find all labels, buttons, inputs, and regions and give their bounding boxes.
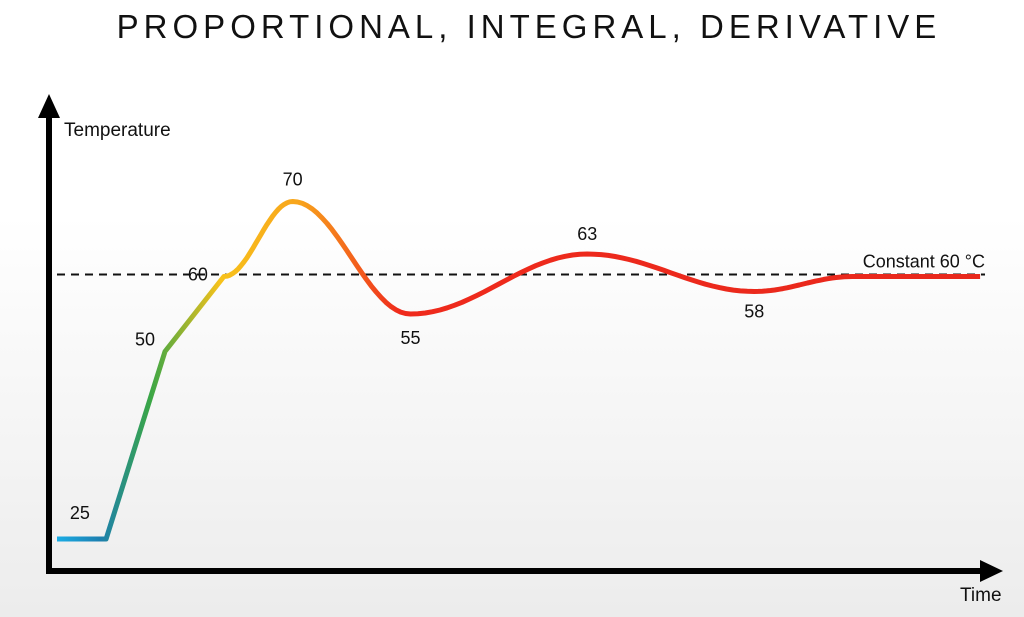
x-axis-label: Time: [960, 585, 1002, 606]
data-label-58: 58: [744, 302, 764, 322]
chart-title: PROPORTIONAL, INTEGRAL, DERIVATIVE: [116, 8, 942, 45]
data-label-60: 60: [188, 265, 208, 285]
data-label-70: 70: [283, 170, 303, 190]
y-axis-label: Temperature: [64, 120, 171, 141]
temperature-curve: [57, 199, 981, 542]
data-label-63: 63: [577, 224, 597, 244]
data-label-50: 50: [135, 330, 155, 350]
data-label-55: 55: [401, 328, 421, 348]
y-axis-arrow: [38, 94, 60, 118]
data-label-25: 25: [70, 503, 90, 523]
reference-line-label: Constant 60 °C: [863, 252, 985, 272]
x-axis-arrow: [980, 560, 1003, 582]
